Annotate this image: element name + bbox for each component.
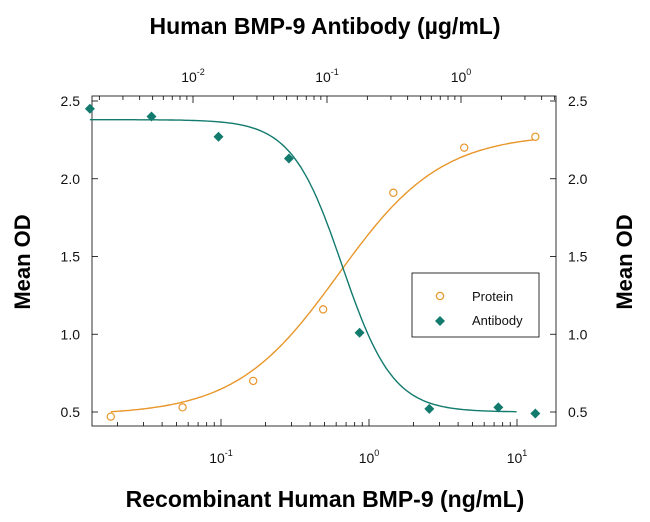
bottom-tick-label: 100 [359,448,380,466]
legend-protein-label: Protein [472,289,513,304]
bottom-tick-label: 10-1 [209,448,233,466]
legend-antibody-label: Antibody [472,313,523,328]
protein-point [106,412,115,421]
plot-frame [91,95,557,427]
antibody-point [146,111,157,122]
protein-point [318,305,328,314]
right-y-axis-title: Mean OD [612,214,637,309]
y-tick-label-right: 2.5 [568,93,588,109]
legend-antibody-marker [435,316,445,326]
protein-point [248,376,258,386]
protein-point [178,403,187,412]
antibody-point [424,403,435,414]
legend-box [411,272,540,338]
protein-point [460,143,469,152]
protein-point [389,188,398,197]
y-tick-label-left: 2.5 [61,93,81,109]
top-tick-label: 100 [451,67,472,85]
y-tick-label-left: 2.0 [61,171,81,187]
top-axis-title: Human BMP-9 Antibody (µg/mL) [150,13,501,39]
antibody-point [84,103,95,114]
protein-point [531,132,540,141]
antibody-fit-curve [89,119,517,413]
antibody-point [283,153,294,164]
antibody-point [493,402,504,413]
bottom-tick-label: 101 [507,448,528,466]
y-tick-label-right: 1.5 [568,249,588,265]
axis-ticks: 0.5 0.5 1.0 1.0 1.5 1.5 2.0 2.0 2.5 2.5 10-1 100 101… [61,67,588,466]
top-tick-label: 10-2 [181,67,205,85]
antibody-point [354,327,365,338]
protein-fit-curve [110,138,536,413]
legend-protein-marker [435,291,445,301]
antibody-point [213,131,224,142]
y-tick-label-right: 0.5 [568,404,588,420]
y-tick-label-right: 1.0 [568,326,588,342]
legend: Protein Antibody [411,272,540,338]
y-tick-label-left: 0.5 [61,404,81,420]
bottom-axis-title: Recombinant Human BMP-9 (ng/mL) [126,486,525,512]
data-points [84,103,541,421]
fit-curves [89,119,536,413]
y-tick-label-left: 1.0 [61,326,81,342]
y-tick-label-left: 1.5 [61,249,81,265]
y-tick-label-right: 2.0 [568,171,588,187]
left-y-axis-title: Mean OD [10,214,35,309]
antibody-point [530,408,541,419]
top-tick-label: 10-1 [315,67,339,85]
